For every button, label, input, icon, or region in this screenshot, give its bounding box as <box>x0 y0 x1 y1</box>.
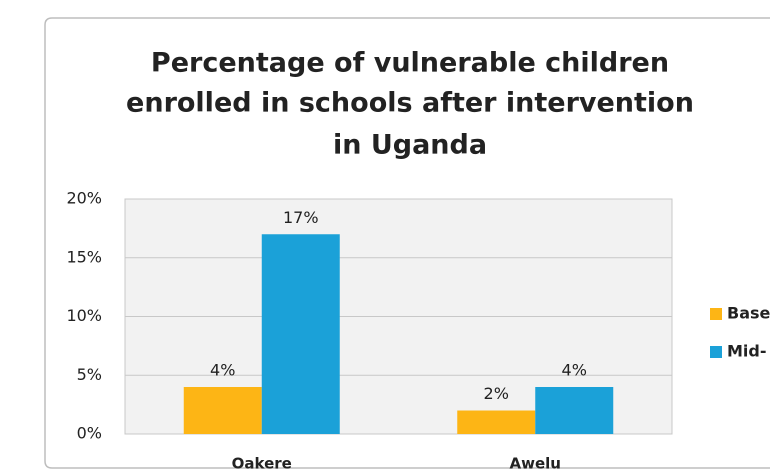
y-tick-label: 15% <box>66 247 102 266</box>
x-tick-label: Awelu <box>510 455 561 473</box>
legend-label: Mid- <box>727 342 767 361</box>
chart-frame <box>44 17 770 469</box>
chart-title: Percentage of vulnerable children <box>151 48 669 79</box>
legend-label: Base <box>727 304 770 323</box>
x-tick-label: Oakere <box>232 455 292 473</box>
legend-swatch <box>710 346 722 358</box>
y-tick-label: 5% <box>77 365 102 384</box>
data-label: 4% <box>210 361 235 380</box>
data-label: 4% <box>562 361 587 380</box>
y-tick-label: 10% <box>66 306 102 325</box>
legend-swatch <box>710 308 722 320</box>
bar <box>457 410 536 434</box>
bar <box>183 387 262 434</box>
chart-title: in Uganda <box>333 130 487 161</box>
chart-title: enrolled in schools after intervention <box>126 88 694 119</box>
bar <box>535 387 614 434</box>
y-tick-label: 0% <box>77 424 102 443</box>
data-label: 2% <box>484 384 509 403</box>
y-tick-label: 20% <box>66 189 102 208</box>
bar <box>261 234 340 434</box>
data-label: 17% <box>283 208 319 227</box>
